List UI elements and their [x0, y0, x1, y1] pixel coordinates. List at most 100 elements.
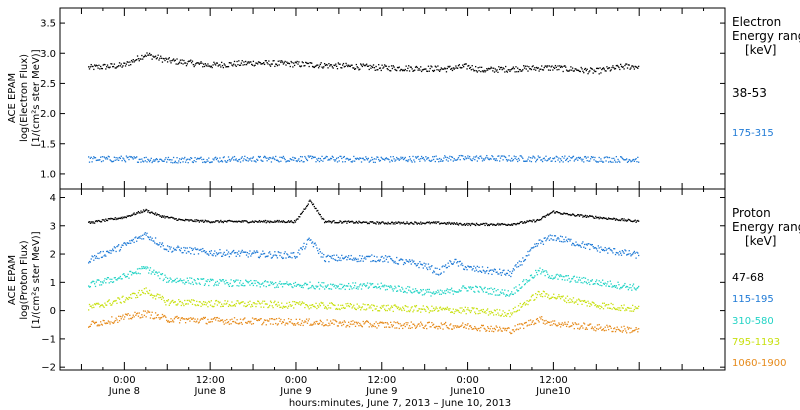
data-point: [414, 305, 416, 307]
data-point: [479, 330, 481, 332]
data-point: [532, 247, 534, 249]
data-point: [249, 250, 251, 252]
data-point: [440, 308, 442, 310]
data-point: [544, 323, 546, 325]
data-point: [414, 288, 417, 290]
data-point: [368, 307, 370, 309]
data-point: [301, 211, 303, 214]
data-point: [154, 312, 157, 314]
data-point: [196, 248, 198, 251]
data-point: [417, 262, 419, 265]
data-point: [324, 260, 327, 263]
data-point: [379, 259, 382, 261]
data-point: [392, 223, 394, 225]
data-point: [90, 305, 92, 307]
data-point: [477, 312, 479, 315]
data-point: [201, 158, 203, 161]
data-point: [264, 303, 267, 305]
data-point: [290, 252, 292, 254]
data-point: [411, 259, 413, 261]
data-point: [238, 250, 240, 252]
data-point: [607, 285, 610, 287]
data-point: [299, 155, 302, 158]
data-point: [157, 314, 159, 316]
data-point: [106, 322, 108, 324]
data-point: [237, 279, 239, 281]
data-point: [449, 65, 451, 67]
data-point: [148, 212, 151, 214]
data-point: [384, 64, 386, 66]
data-point: [498, 273, 500, 275]
data-point: [178, 299, 180, 301]
data-point: [408, 259, 411, 261]
data-point: [93, 68, 95, 71]
data-point: [610, 161, 612, 163]
data-point: [501, 155, 503, 157]
data-point: [499, 224, 502, 226]
data-point: [296, 218, 298, 220]
data-point: [333, 220, 335, 222]
data-point: [626, 67, 629, 69]
data-point: [376, 287, 378, 289]
data-point: [508, 155, 510, 157]
data-point: [158, 271, 160, 273]
data-point: [302, 302, 304, 304]
data-point: [542, 216, 545, 218]
data-point: [236, 160, 238, 162]
data-point: [628, 158, 630, 161]
data-point: [325, 286, 327, 289]
data-point: [454, 67, 456, 69]
data-point: [516, 266, 518, 268]
data-point: [586, 305, 588, 307]
data-point: [208, 157, 210, 159]
data-point: [366, 222, 369, 225]
data-point: [173, 280, 176, 282]
data-point: [469, 158, 472, 160]
data-point: [313, 205, 315, 208]
data-point: [396, 321, 399, 323]
data-point: [431, 66, 433, 68]
data-point: [468, 157, 470, 159]
data-point: [140, 210, 142, 212]
data-point: [125, 275, 128, 278]
data-point: [233, 63, 235, 65]
data-point: [167, 156, 170, 159]
data-point: [574, 322, 576, 324]
data-point: [235, 322, 237, 324]
data-point: [207, 306, 209, 308]
data-point: [135, 314, 137, 316]
data-point: [535, 243, 538, 245]
data-point: [547, 237, 549, 239]
data-point: [443, 68, 445, 70]
data-point: [100, 281, 102, 283]
data-point: [307, 306, 309, 308]
data-point: [188, 299, 190, 302]
data-point: [255, 317, 257, 320]
data-point: [362, 260, 364, 262]
data-point: [217, 320, 219, 322]
data-point: [529, 160, 531, 162]
data-point: [540, 68, 542, 70]
data-point: [524, 304, 527, 306]
data-point: [103, 63, 105, 66]
data-point: [473, 70, 475, 72]
data-point: [302, 161, 304, 163]
data-point: [402, 291, 405, 294]
data-point: [328, 322, 330, 324]
data-point: [529, 299, 531, 301]
data-point: [281, 221, 284, 223]
data-point: [280, 318, 282, 321]
data-point: [149, 159, 152, 161]
data-point: [480, 70, 482, 73]
data-point: [400, 68, 402, 71]
data-point: [409, 309, 412, 311]
data-point: [124, 301, 126, 303]
data-point: [133, 156, 135, 158]
data-point: [208, 321, 211, 323]
data-point: [605, 285, 607, 287]
data-point: [260, 220, 262, 222]
data-point: [158, 244, 160, 246]
data-point: [562, 295, 564, 297]
data-point: [493, 270, 495, 272]
data-point: [541, 295, 544, 298]
